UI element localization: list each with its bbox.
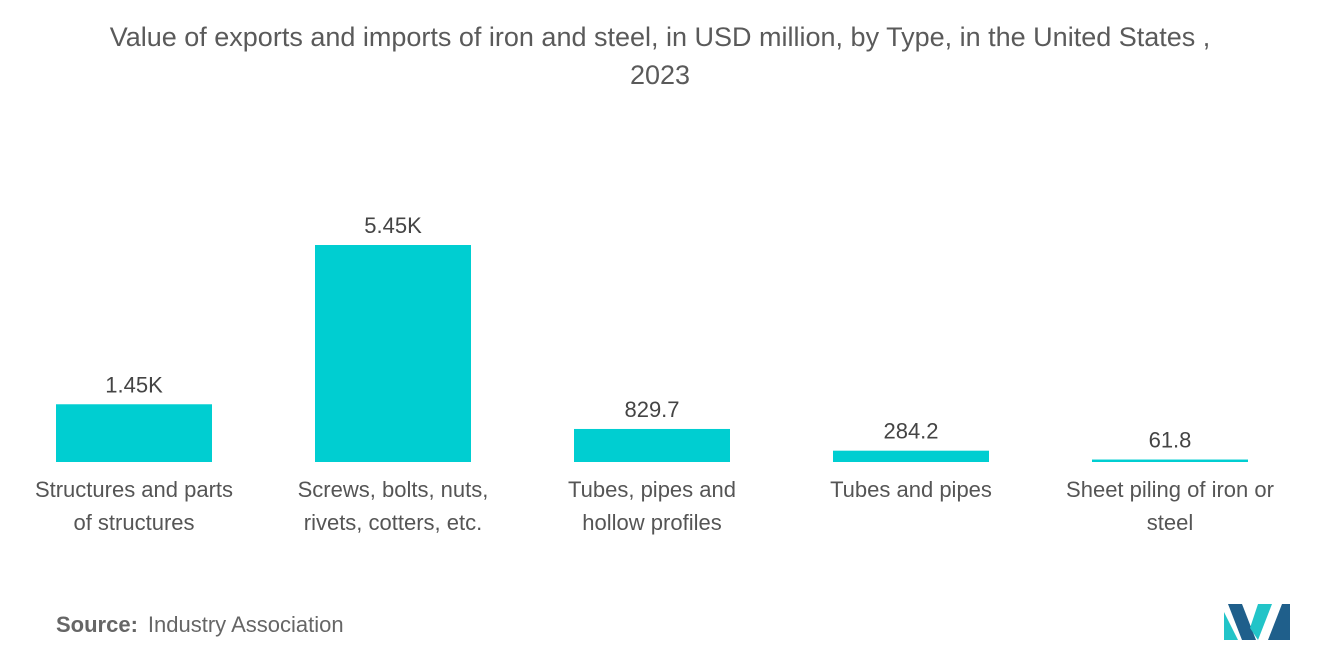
category-label-line: Structures and parts (35, 477, 233, 502)
bar-value-label-2: 829.7 (624, 397, 679, 422)
chart-title-line-2: 2023 (629, 60, 691, 90)
category-label-line: of structures (73, 510, 194, 535)
category-label-2: Tubes, pipes and hollow profiles (568, 477, 736, 535)
category-label-line: Sheet piling of iron or (1066, 477, 1274, 502)
bar-value-label-3: 284.2 (883, 419, 938, 444)
chart-title: Value of exports and imports of iron and… (0, 18, 1320, 94)
category-label-line: steel (1147, 510, 1193, 535)
category-label-0: Structures and parts of structures (35, 477, 233, 535)
bar-chart: 1.45K Structures and parts of structures 5.… (35, 213, 1274, 535)
chart-title-line-1: Value of exports and imports of iron and… (109, 22, 1211, 52)
category-label-1: Screws, bolts, nuts, rivets, cotters, etc… (298, 477, 489, 535)
category-label-4: Sheet piling of iron or steel (1066, 477, 1274, 535)
source-value: Industry Association (147, 612, 344, 637)
bar-value-label-0: 1.45K (105, 372, 163, 397)
category-label-line: Tubes, pipes and (568, 477, 736, 502)
category-label-line: Tubes and pipes (830, 477, 992, 502)
category-label-line: rivets, cotters, etc. (304, 510, 483, 535)
bar-3 (833, 450, 989, 462)
bar-value-label-4: 61.8 (1149, 428, 1192, 453)
category-label-3: Tubes and pipes (830, 477, 992, 502)
mordor-intelligence-logo-icon (1224, 604, 1290, 640)
bar-0 (56, 404, 212, 462)
bar-2 (574, 428, 730, 462)
category-label-line: Screws, bolts, nuts, (298, 477, 489, 502)
source-note: Source: Industry Association (56, 612, 344, 638)
bar-4 (1092, 459, 1248, 462)
bar-1 (315, 245, 471, 462)
bar-value-label-1: 5.45K (364, 213, 422, 238)
source-label: Source: (56, 612, 138, 637)
category-label-line: hollow profiles (582, 510, 721, 535)
